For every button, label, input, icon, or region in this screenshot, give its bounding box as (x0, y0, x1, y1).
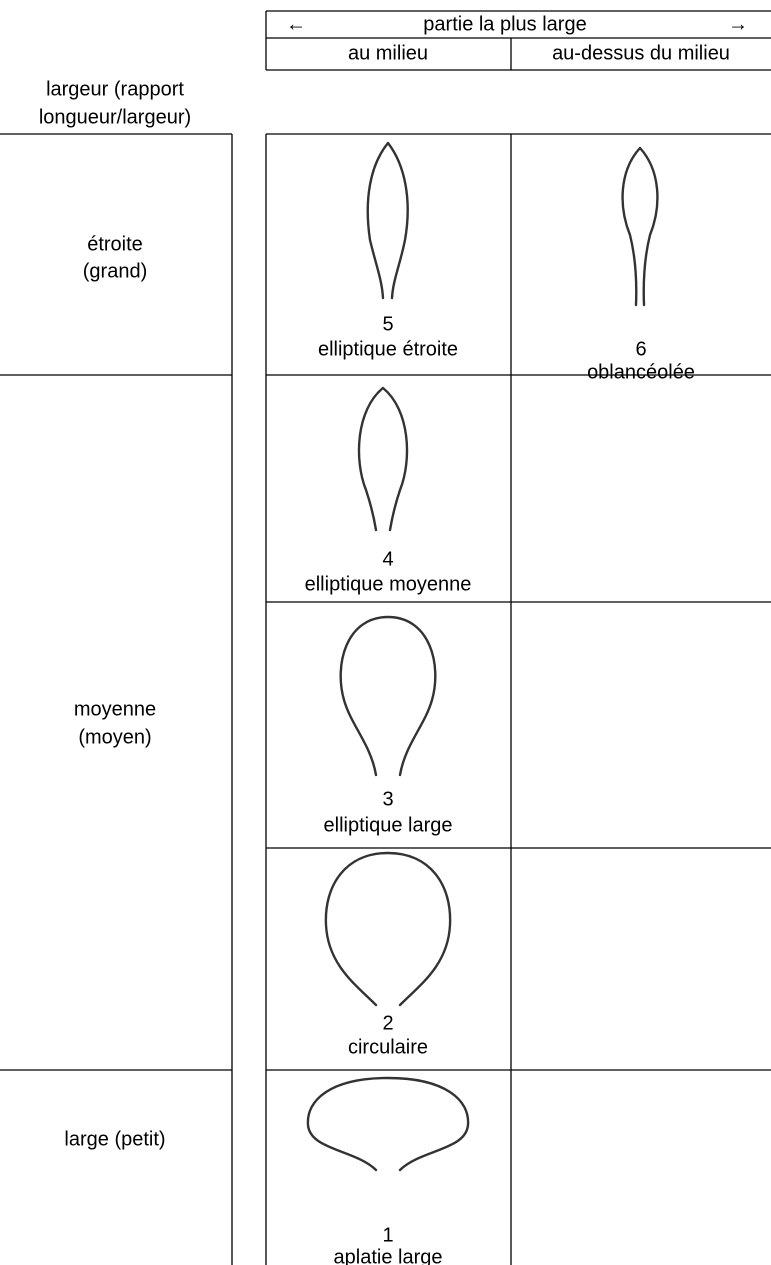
main-grid (265, 133, 771, 1265)
shape-number: 1 (382, 1224, 393, 1246)
header-grid (265, 10, 771, 71)
left-rules (0, 133, 233, 1265)
row-label: (grand) (83, 260, 147, 282)
row-label: large (petit) (64, 1128, 165, 1150)
shape-name: elliptique moyenne (305, 573, 472, 595)
shape-name: oblancéolée (587, 361, 695, 383)
column-header: au milieu (348, 42, 428, 64)
row-label: étroite (87, 233, 143, 255)
row-header: longueur/largeur) (39, 106, 191, 128)
leaf-shape (339, 615, 437, 777)
shape-number: 2 (382, 1012, 393, 1034)
header-title: partie la plus large (423, 13, 586, 35)
shape-number: 4 (382, 548, 393, 570)
row-header: largeur (rapport (46, 78, 184, 100)
leaf-shape (366, 141, 409, 300)
row-label: moyenne (74, 698, 156, 720)
leaf-shape (621, 146, 659, 307)
row-label: (moyen) (78, 726, 151, 748)
shape-number: 5 (382, 313, 393, 335)
arrow-right: → (728, 13, 748, 35)
arrow-left: ← (286, 13, 306, 35)
leaf-shape (324, 851, 452, 1007)
shape-name: circulaire (348, 1036, 428, 1058)
shape-name: elliptique large (324, 814, 453, 836)
shape-number: 3 (382, 788, 393, 810)
shape-number: 6 (635, 338, 646, 360)
shape-name: aplatie large (334, 1246, 443, 1265)
leaf-shape (357, 386, 409, 532)
shape-name: elliptique étroite (318, 338, 458, 360)
leaf-shape (306, 1076, 470, 1172)
column-header: au-dessus du milieu (552, 42, 730, 64)
